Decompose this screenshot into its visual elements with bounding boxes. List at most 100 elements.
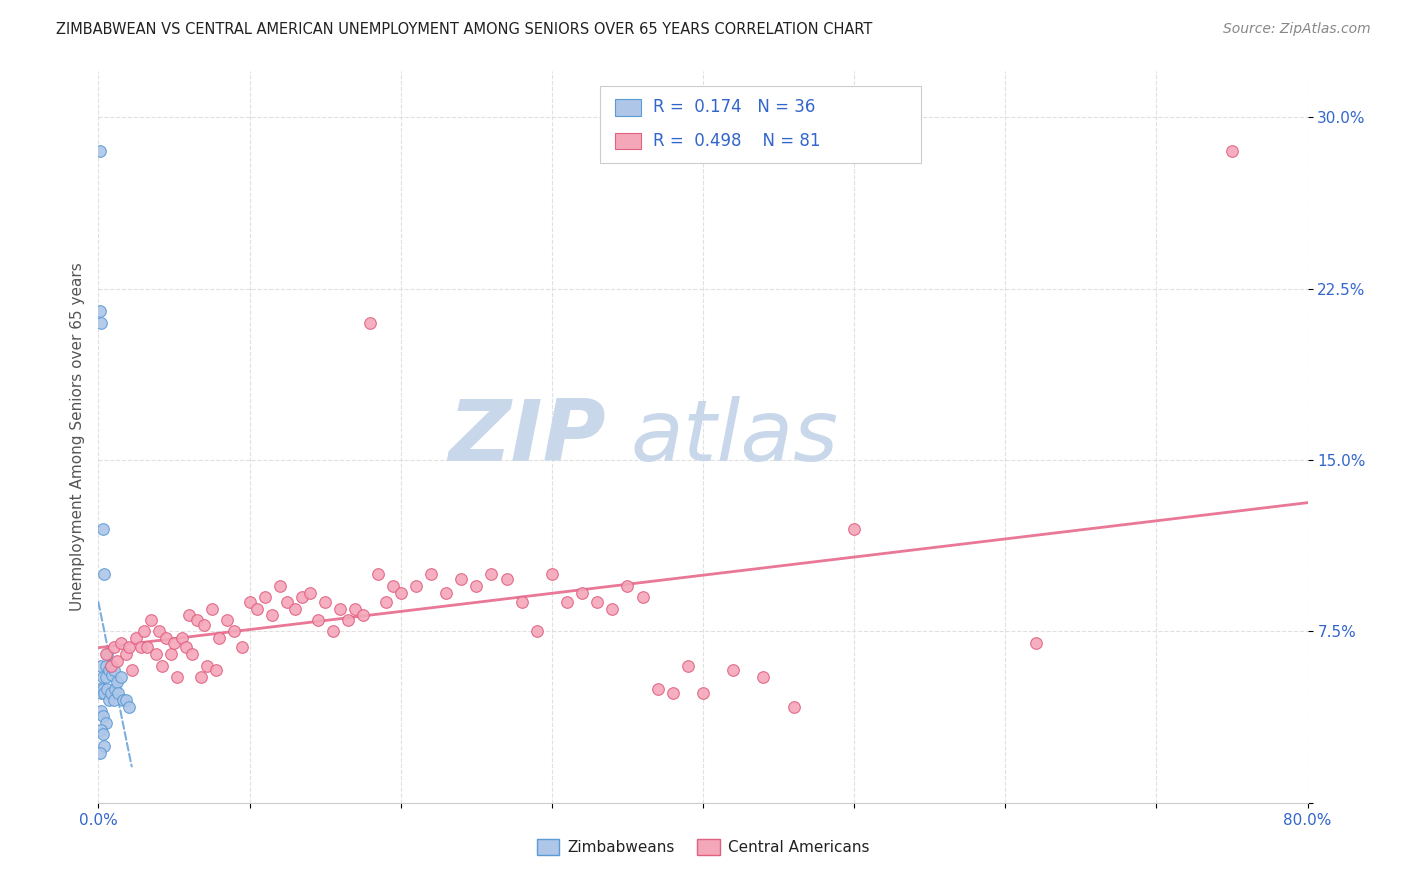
Point: [571, 585, 593, 599]
Point: [661, 686, 683, 700]
Legend: Zimbabweans, Central Americans: Zimbabweans, Central Americans: [530, 833, 876, 861]
Point: [201, 601, 224, 615]
Point: [163, 636, 186, 650]
Point: [125, 632, 148, 646]
Point: [107, 686, 129, 700]
Point: [291, 590, 314, 604]
Point: [100, 686, 122, 700]
Point: [420, 567, 443, 582]
Point: [91, 521, 114, 535]
Point: [555, 595, 578, 609]
Point: [160, 647, 183, 661]
Text: Source: ZipAtlas.com: Source: ZipAtlas.com: [1223, 22, 1371, 37]
Point: [105, 674, 128, 689]
Point: [91, 681, 114, 696]
Point: [495, 572, 517, 586]
Point: [105, 654, 128, 668]
Point: [90, 316, 112, 330]
Point: [98, 663, 121, 677]
Point: [844, 521, 866, 535]
Point: [262, 608, 284, 623]
Point: [179, 608, 201, 623]
Point: [540, 567, 562, 582]
Point: [276, 595, 298, 609]
Point: [104, 681, 127, 696]
Point: [526, 624, 548, 639]
Point: [94, 715, 117, 730]
Point: [89, 145, 111, 159]
Text: R =  0.174   N = 36: R = 0.174 N = 36: [654, 98, 815, 117]
Point: [510, 595, 533, 609]
Point: [405, 579, 427, 593]
Point: [322, 624, 344, 639]
Point: [148, 624, 170, 639]
Text: ZIMBABWEAN VS CENTRAL AMERICAN UNEMPLOYMENT AMONG SENIORS OVER 65 YEARS CORRELAT: ZIMBABWEAN VS CENTRAL AMERICAN UNEMPLOYM…: [56, 22, 873, 37]
Point: [336, 613, 359, 627]
Point: [360, 316, 382, 330]
Point: [752, 670, 775, 684]
Point: [586, 595, 609, 609]
Point: [145, 647, 167, 661]
Point: [246, 601, 269, 615]
Point: [103, 640, 125, 655]
Point: [114, 647, 136, 661]
Point: [141, 613, 163, 627]
Point: [135, 640, 157, 655]
Point: [89, 681, 111, 696]
Point: [181, 647, 204, 661]
Point: [195, 658, 218, 673]
Point: [90, 705, 112, 719]
Point: [110, 636, 132, 650]
Point: [215, 613, 238, 627]
Point: [314, 595, 336, 609]
FancyBboxPatch shape: [600, 86, 921, 163]
Text: ZIP: ZIP: [449, 395, 606, 479]
Point: [100, 658, 122, 673]
Point: [91, 709, 114, 723]
Point: [94, 670, 117, 684]
Point: [465, 579, 488, 593]
Point: [93, 739, 115, 753]
Point: [783, 699, 806, 714]
Point: [631, 590, 654, 604]
Point: [100, 658, 122, 673]
Point: [434, 585, 457, 599]
Point: [89, 304, 111, 318]
Point: [205, 663, 228, 677]
Point: [110, 670, 132, 684]
Point: [98, 693, 121, 707]
Point: [111, 693, 134, 707]
Point: [602, 601, 624, 615]
Point: [481, 567, 503, 582]
Point: [90, 686, 112, 700]
Point: [96, 647, 118, 661]
Y-axis label: Unemployment Among Seniors over 65 years: Unemployment Among Seniors over 65 years: [69, 263, 84, 611]
Point: [647, 681, 669, 696]
Point: [150, 658, 173, 673]
Point: [329, 601, 352, 615]
Point: [170, 632, 193, 646]
Point: [93, 686, 115, 700]
Point: [299, 585, 322, 599]
Point: [190, 670, 212, 684]
Point: [90, 723, 112, 737]
Point: [118, 640, 141, 655]
Point: [450, 572, 472, 586]
Point: [103, 663, 125, 677]
Point: [692, 686, 714, 700]
Point: [352, 608, 374, 623]
Point: [121, 663, 143, 677]
Point: [374, 595, 396, 609]
Point: [389, 585, 412, 599]
Point: [186, 613, 208, 627]
Point: [91, 727, 114, 741]
Text: R =  0.498    N = 81: R = 0.498 N = 81: [654, 132, 821, 150]
Point: [103, 693, 125, 707]
Point: [1220, 145, 1243, 159]
Point: [114, 693, 136, 707]
Point: [382, 579, 405, 593]
Point: [616, 579, 638, 593]
Point: [307, 613, 329, 627]
Point: [129, 640, 152, 655]
Point: [208, 632, 231, 646]
